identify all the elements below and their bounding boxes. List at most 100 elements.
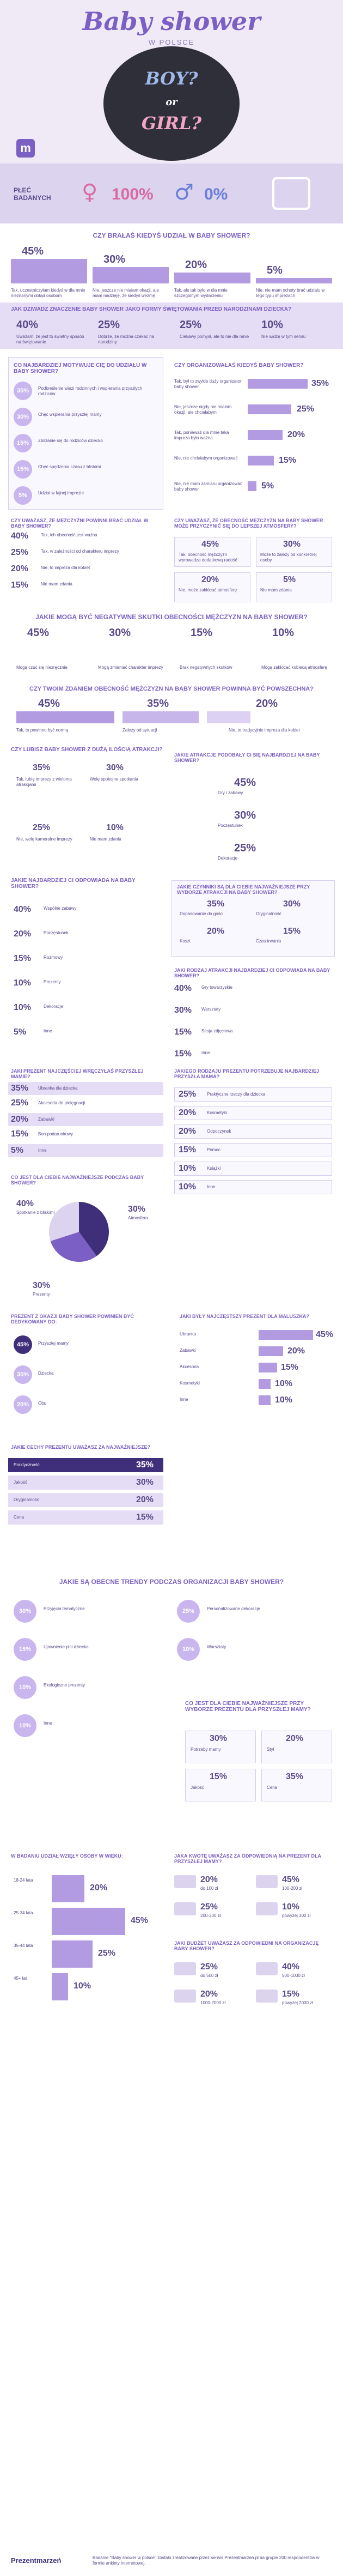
q20-pct-3: 15% [14, 1638, 36, 1661]
q14-pct-4: 15% [11, 1129, 29, 1139]
q11-label-4: Prezenty [44, 979, 61, 984]
q4-bar-3 [248, 430, 283, 440]
q18-label-3: Akcesoria [180, 1364, 199, 1369]
q6-label-2: Może to zależy od konkretnej osoby [260, 552, 317, 563]
q15-pct-5: 10% [179, 1164, 197, 1173]
q4-label-5: Nie, nie mam zamiaru organizować baby sh… [174, 481, 242, 492]
q13-pct-1: 40% [174, 984, 192, 993]
q1-label-3: Tak, ale tak było w dla mnie szczególnym… [174, 288, 228, 298]
q19-pct-4: 15% [136, 1513, 154, 1522]
q8-title: CZY TWOIM ZDANIEM OBECNOŚĆ MĘŻCZYZN NA B… [29, 686, 314, 692]
q13-label-1: Gry towarzyskie [201, 985, 232, 990]
q17-label-2: Dziecka [38, 1371, 54, 1376]
q9-label-4: Nie mam zdania [90, 837, 121, 842]
q18-pct-2: 20% [287, 1346, 305, 1356]
q22-pct-2: 45% [131, 1916, 149, 1925]
male-pct: 0% [204, 185, 228, 203]
footer: Prezentmarzeń Badanie "Baby shower w pol… [0, 2549, 343, 2576]
q12-pct-1: 35% [207, 899, 225, 909]
q15-label-6: Inne [207, 1184, 216, 1189]
q1-label-4: Nie, nie mam ochoty brać udziału w tego … [256, 288, 325, 298]
q15-row-3 [174, 1124, 332, 1139]
q11-pct-2: 20% [14, 929, 32, 939]
q16-title: CO JEST DLA CIEBIE NAJWAŻNIEJSZE PODCZAS… [11, 1175, 144, 1186]
q24-label-4: powyżej 2000 zł [282, 2000, 313, 2005]
q4-pct-1: 35% [311, 379, 329, 388]
q19-title: JAKIE CECHY PREZENTU UWAŻASZ ZA NAJWAŻNI… [11, 1444, 151, 1450]
q12-pct-4: 15% [283, 927, 301, 936]
q24-money-icon-3 [174, 1990, 196, 2003]
q15-row-6 [174, 1180, 332, 1194]
female-pct: 100% [112, 185, 154, 203]
female-icon: ♀ [82, 180, 98, 205]
q20-label-6: Inne [44, 1721, 52, 1726]
q16-pie-slice-2 [50, 1232, 97, 1262]
q13-pct-3: 15% [174, 1027, 192, 1037]
q19-pct-1: 35% [136, 1460, 154, 1470]
q4-pct-5: 5% [261, 481, 274, 491]
q6-pct-4: 5% [283, 575, 296, 584]
q4-bar-1 [248, 379, 308, 389]
q20-title: JAKIE SĄ OBECNE TRENDY PODCZAS ORGANIZAC… [59, 1578, 284, 1586]
q18-pct-4: 10% [275, 1379, 293, 1388]
q24-label-3: 1000-2000 zł [200, 2000, 226, 2005]
q8-bar-2 [122, 711, 199, 723]
q15-label-3: Odpoczynek [207, 1129, 231, 1134]
q18-label-1: Ubranka [180, 1332, 197, 1337]
q23-pct-4: 10% [282, 1902, 300, 1912]
q22-label-1: 18-24 lata [14, 1878, 33, 1883]
q23-pct-1: 20% [200, 1875, 218, 1884]
q14-label-5: Inne [38, 1148, 47, 1153]
q4-bar-2 [248, 404, 291, 414]
q2-band [0, 303, 343, 349]
q21-cell-2 [261, 1731, 332, 1763]
q19-pct-3: 20% [136, 1495, 154, 1504]
q14-label-3: Zabawki [38, 1117, 54, 1122]
q1-pct-1: 45% [22, 245, 44, 257]
q19-label-2: Jakość [14, 1480, 27, 1485]
q11-label-3: Rozmowy [44, 955, 63, 960]
q8-label-1: Tak, to powinno być normą [16, 728, 69, 733]
q19-label-4: Cena [14, 1515, 24, 1520]
q11-label-5: Dekoracje [44, 1004, 64, 1009]
q15-label-5: Książki [207, 1166, 221, 1171]
q23-label-2: 100-200 zł [282, 1886, 303, 1891]
q15-pct-1: 25% [179, 1090, 197, 1099]
q12-pct-2: 30% [283, 899, 301, 909]
q21-label-1: Potrzeby mamy [191, 1747, 221, 1752]
q14-pct-1: 35% [11, 1084, 29, 1093]
q1-bar-1 [11, 259, 87, 283]
q11-pct-4: 10% [14, 978, 32, 988]
q16-label-3: Prezenty [33, 1292, 50, 1297]
q12-label-2: Oryginalność [256, 911, 281, 916]
q22-label-3: 35-44 lata [14, 1943, 33, 1948]
q6-pct-3: 20% [201, 575, 219, 584]
q14-title: JAKI PREZENT NAJCZĘŚCIEJ WRĘCZYŁAŚ PRZYS… [11, 1068, 144, 1079]
q5-title: CZY UWAŻASZ, ŻE MĘŻCZYŹNI POWINNI BRAĆ U… [11, 518, 149, 529]
q2-pct-2: 25% [98, 319, 120, 331]
q14-label-4: Bon podarunkowy [38, 1132, 74, 1136]
q7-label-2: Mogą zmieniać charakter imprezy [98, 665, 163, 670]
q23-title: JAKA KWOTĘ UWAŻASZ ZA ODPOWIEDNIĄ NA PRE… [174, 1853, 321, 1864]
q23-money-icon-3 [174, 1902, 196, 1915]
q21-pct-4: 35% [286, 1772, 304, 1781]
q3-label-2: Chęć wspierania przyszłej mamy [38, 412, 102, 417]
q6-cell-3 [174, 572, 250, 602]
q20-pct-2: 25% [177, 1600, 200, 1623]
q15-row-4 [174, 1143, 332, 1157]
q5-pct-3: 20% [11, 564, 29, 573]
q14-row-3 [8, 1113, 163, 1126]
male-icon: ♂ [174, 180, 194, 205]
q8-label-2: Zależy od sytuacji [122, 728, 157, 733]
q10-pct-1: 45% [234, 777, 256, 789]
q5-label-1: Tak, ich obecność jest ważna [41, 533, 97, 537]
q21-pct-1: 30% [210, 1734, 228, 1743]
q23-label-1: do 100 zł [200, 1886, 218, 1891]
q11-pct-6: 5% [14, 1027, 27, 1037]
q1-bar-2 [93, 267, 169, 283]
q14-pct-2: 25% [11, 1098, 29, 1108]
q3-pct-1: 35% [14, 382, 32, 400]
q12-pct-3: 20% [207, 927, 225, 936]
q16-label-1: Spotkanie z bliskimi [16, 1210, 55, 1215]
q2-label-3: Ciekawy pomysł, ale to nie dla mnie [180, 334, 249, 339]
